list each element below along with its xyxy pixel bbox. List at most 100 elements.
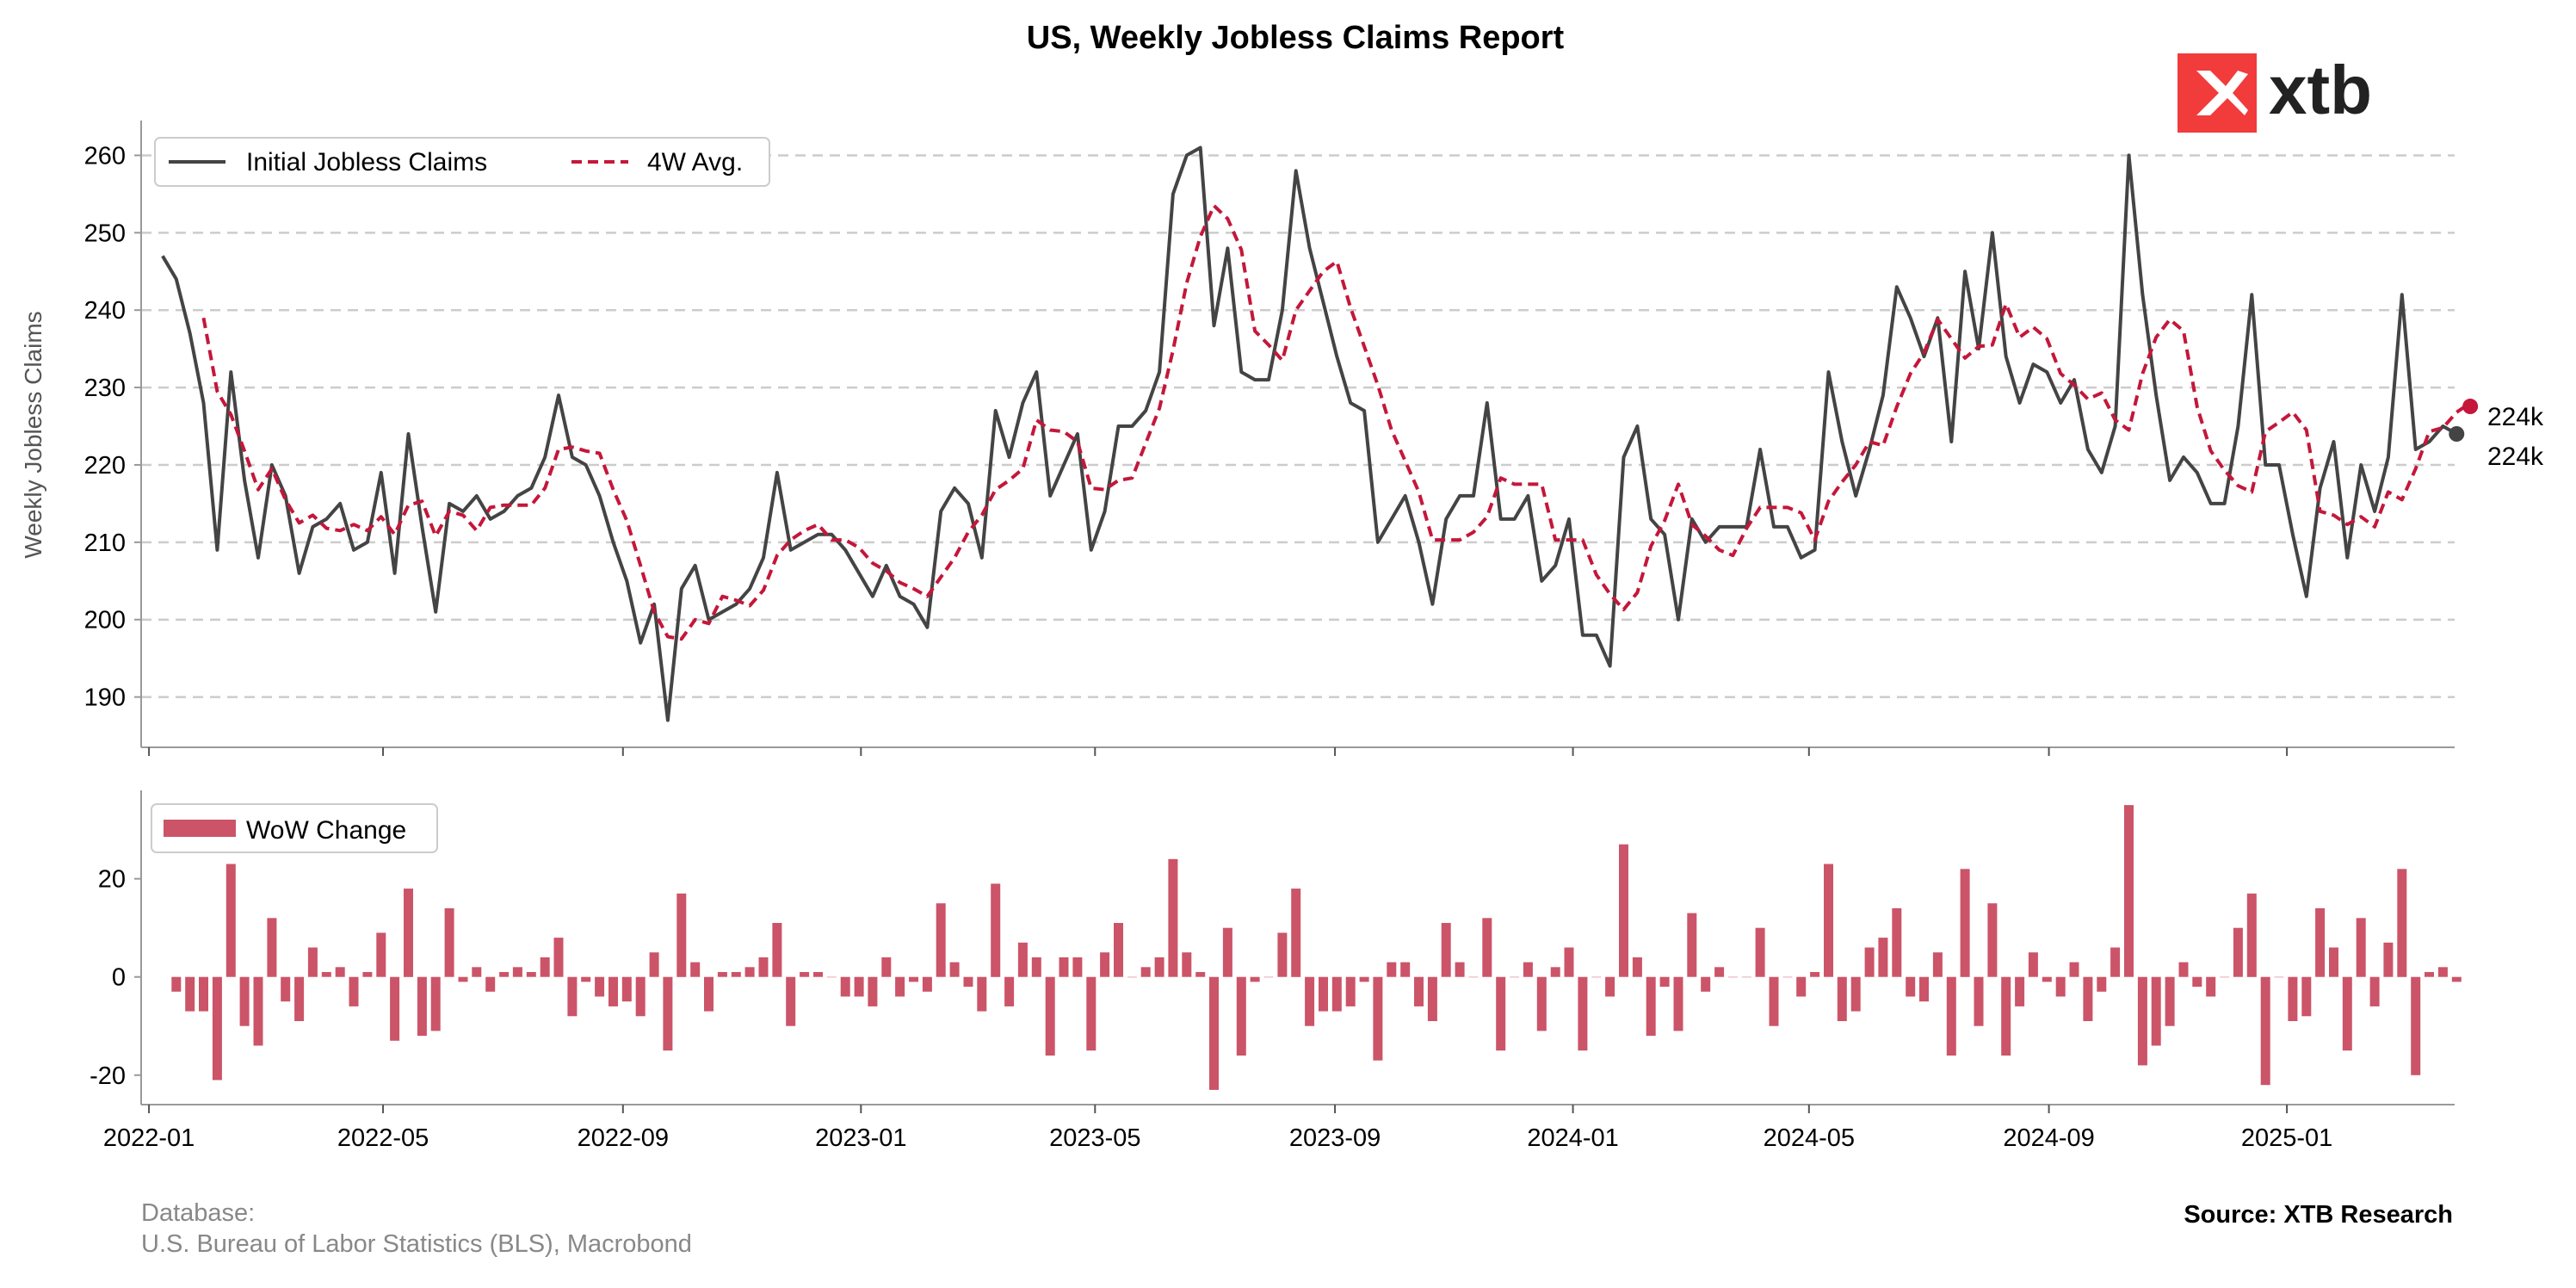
- top-y-tick-label: 250: [84, 220, 126, 247]
- bar-wow-change: [1345, 976, 1356, 1006]
- bar-wow-change: [1850, 976, 1861, 1012]
- bar-wow-change: [2151, 976, 2161, 1046]
- bar-wow-change: [1646, 976, 1656, 1037]
- bar-wow-change: [813, 972, 823, 977]
- bar-wow-change: [744, 967, 755, 977]
- bar-wow-change: [2220, 976, 2230, 978]
- bar-wow-change: [1414, 976, 1424, 1006]
- bar-wow-change: [1222, 927, 1232, 977]
- bar-wow-change: [294, 976, 305, 1021]
- bar-wow-change: [1031, 957, 1041, 977]
- bar-wow-change: [1906, 976, 1916, 997]
- bar-wow-change: [1236, 976, 1246, 1056]
- bar-wow-change: [1919, 976, 1929, 1002]
- bottom-y-tick-label: 0: [112, 964, 126, 992]
- bar-wow-change: [1277, 932, 1288, 977]
- bar-wow-change: [2411, 976, 2421, 1075]
- x-tick-label: 2022-01: [103, 1124, 195, 1152]
- bottom-y-axis-ticks: -20 0 20: [90, 866, 141, 1090]
- bar-wow-change: [2246, 893, 2257, 977]
- bar-wow-change: [1387, 962, 1397, 977]
- bar-wow-change: [485, 976, 496, 992]
- bar-wow-change: [1864, 947, 1875, 977]
- bar-wow-change: [2274, 976, 2284, 978]
- bar-wow-change: [1427, 976, 1437, 1021]
- bottom-legend: WoW Change: [151, 803, 438, 853]
- bar-wow-change: [595, 976, 605, 997]
- bar-wow-change: [1987, 903, 1998, 977]
- bar-wow-change: [1072, 957, 1083, 977]
- x-tick-label: 2024-09: [2003, 1124, 2094, 1152]
- end-marker-avg: [2462, 399, 2479, 415]
- bar-wow-change: [922, 976, 932, 992]
- top-y-axis-ticks: 190 200 210 220 230 240 250 260: [84, 142, 141, 712]
- bar-wow-change: [1946, 976, 1956, 1056]
- bar-wow-change: [800, 972, 810, 977]
- bar-wow-change: [676, 893, 687, 977]
- bar-wow-change: [1305, 976, 1315, 1026]
- bar-wow-change: [1687, 913, 1697, 977]
- bottom-y-tick-label: 20: [98, 866, 126, 894]
- bar-wow-change: [1182, 952, 1192, 977]
- bar-wow-change: [540, 957, 550, 977]
- x-tick-label: 2023-09: [1289, 1124, 1381, 1152]
- bar-wow-change: [2206, 976, 2216, 997]
- bar-wow-change: [1892, 907, 1902, 977]
- top-y-axis-label: Weekly Jobless Claims: [20, 311, 46, 558]
- bar-wow-change: [1359, 976, 1369, 982]
- bar-wow-change: [1536, 976, 1547, 1031]
- bar-wow-change: [2028, 952, 2038, 977]
- bar-wow-change: [2110, 947, 2121, 977]
- bar-wow-change: [1100, 952, 1110, 977]
- bar-wow-change: [1782, 976, 1793, 978]
- bar-wow-change: [1004, 976, 1015, 1006]
- bar-wow-change: [2288, 976, 2298, 1021]
- bar-wow-change: [2097, 976, 2107, 992]
- bar-wow-change: [417, 976, 427, 1037]
- series-line-4w-avg: [201, 203, 2472, 641]
- bar-wow-change: [621, 976, 632, 1002]
- bar-wow-change: [1468, 976, 1479, 978]
- bar-wow-change: [349, 976, 359, 1006]
- bar-wow-change: [704, 976, 713, 1012]
- bar-wow-change: [909, 976, 918, 982]
- bar-wow-change: [936, 903, 946, 977]
- top-gridlines: [141, 154, 2455, 698]
- bar-wow-change: [2315, 907, 2326, 977]
- bar-wow-change: [1960, 869, 1970, 977]
- bar-wow-change: [2369, 976, 2380, 1006]
- end-label-claims: 224k: [2487, 403, 2544, 431]
- top-legend-box: [154, 137, 770, 187]
- top-series-group: [161, 146, 2479, 722]
- end-label-avg: 224k: [2487, 443, 2544, 471]
- bar-wow-change: [362, 972, 373, 977]
- bar-wow-change: [1769, 976, 1779, 1026]
- bar-wow-change: [663, 976, 673, 1051]
- xtb-logo-text: xtb: [2269, 52, 2372, 128]
- bar-wow-change: [1441, 923, 1451, 977]
- legend-swatch-wow: [164, 820, 236, 837]
- x-tick-label: 2023-01: [815, 1124, 906, 1152]
- bar-wow-change: [1673, 976, 1683, 1031]
- bar-wow-change: [1727, 976, 1738, 978]
- top-panel: 190 200 210 220 230 240 250 260 Weekly Jobless …: [20, 121, 2544, 756]
- bar-wow-change: [1510, 976, 1520, 978]
- bar-wow-change: [1796, 976, 1807, 997]
- bar-wow-change: [1291, 889, 1301, 977]
- bar-wow-change: [635, 976, 646, 1017]
- x-tick-label: 2024-01: [1527, 1124, 1618, 1152]
- bar-wow-change: [1114, 923, 1123, 977]
- bar-wow-change: [225, 864, 236, 977]
- bar-wow-change: [171, 976, 182, 992]
- bar-wow-change: [1209, 976, 1219, 1090]
- bar-wow-change: [895, 976, 905, 997]
- top-y-tick-label: 230: [84, 375, 126, 402]
- bar-wow-change: [307, 947, 318, 977]
- bar-wow-change: [430, 976, 441, 1031]
- end-marker-claims: [2449, 426, 2465, 442]
- bar-wow-change: [2178, 962, 2189, 977]
- bar-wow-change: [1605, 976, 1615, 997]
- bar-wow-change: [390, 976, 400, 1041]
- bar-wow-change: [1319, 976, 1328, 1012]
